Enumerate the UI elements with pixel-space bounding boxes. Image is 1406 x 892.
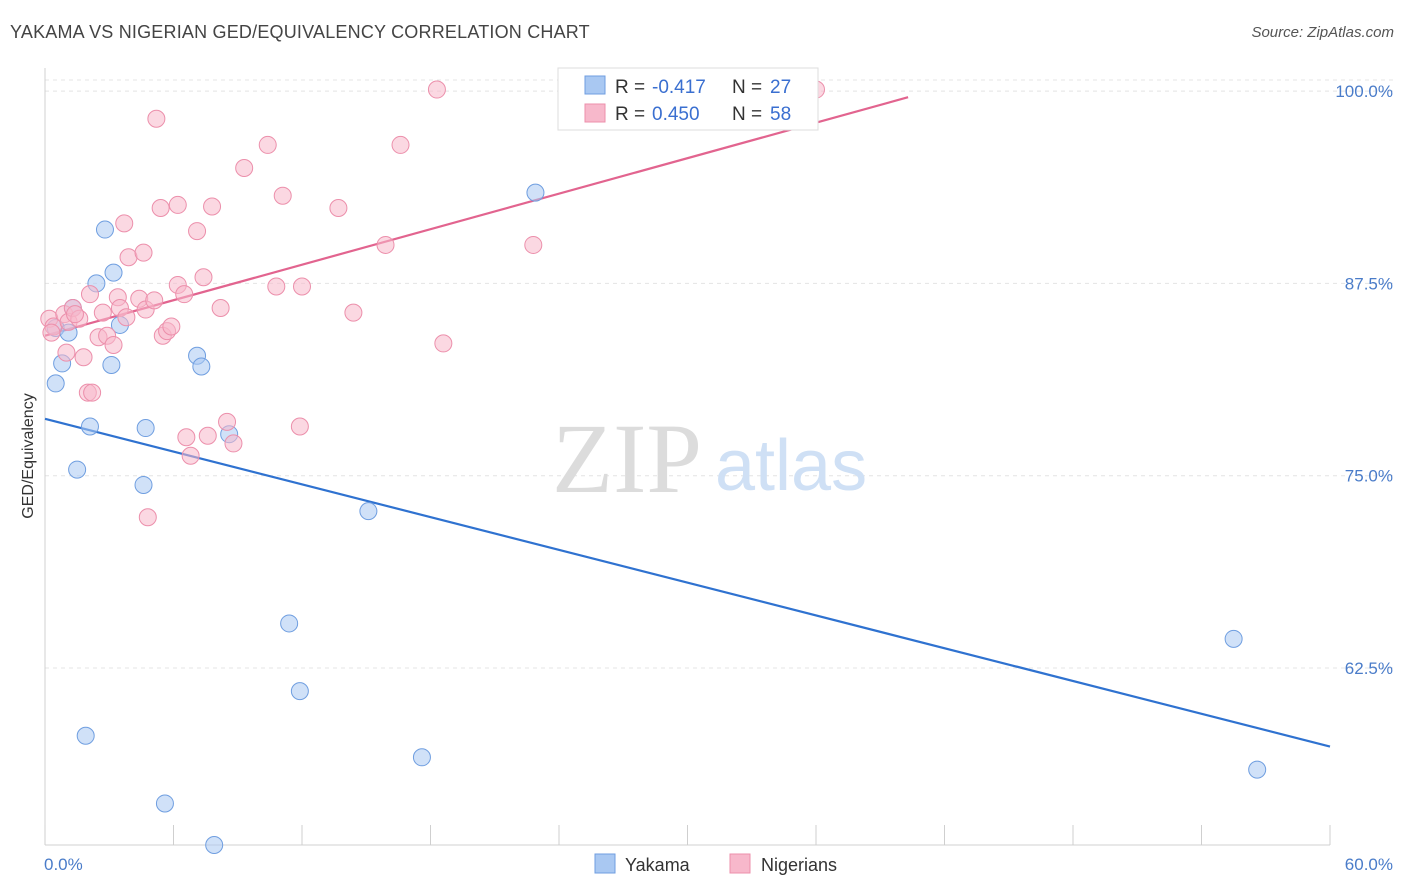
point-nigerians [427,80,446,99]
bottom-legend-label-yakama: Yakama [625,855,691,875]
y-tick-label: 87.5% [1345,274,1393,293]
point-nigerians [267,277,286,296]
point-nigerians [434,334,453,353]
legend-swatch-yakama [584,75,606,95]
point-nigerians [83,383,102,402]
legend-r-value-2: 0.450 [652,104,700,125]
point-nigerians [524,235,543,254]
point-nigerians [147,109,166,128]
point-nigerians [42,323,61,342]
point-nigerians [235,159,254,178]
legend-n-label-2: N = [732,104,762,125]
source-label: Source: ZipAtlas.com [1251,24,1394,41]
point-nigerians [218,412,237,431]
point-nigerians [188,222,207,241]
point-nigerians [224,434,243,453]
point-nigerians [168,195,187,214]
point-yakama [192,357,211,376]
point-yakama [136,419,155,438]
watermark: ZIP atlas [552,403,867,514]
legend-r-label-2: R = [615,104,645,125]
bottom-legend-swatch-nigerians [729,853,751,874]
point-nigerians [162,317,181,336]
point-nigerians [203,197,222,216]
legend-n-value-2: 58 [770,104,791,125]
point-nigerians [198,426,217,445]
point-nigerians [211,299,230,318]
y-tick-labels: 62.5% 75.0% 87.5% 100.0% [1335,82,1393,678]
legend-n-label-1: N = [732,77,762,98]
point-yakama [102,355,121,374]
legend-r-label-1: R = [615,77,645,98]
point-yakama [155,794,174,813]
legend-r-value-1: -0.417 [652,77,706,98]
y-tick-label: 100.0% [1335,82,1393,101]
bottom-legend: Yakama Nigerians [594,853,837,875]
point-yakama [290,682,309,701]
point-nigerians [145,291,164,310]
legend-swatch-nigerians [584,103,606,123]
point-yakama [68,460,87,479]
point-yakama [412,748,431,767]
point-nigerians [376,235,395,254]
point-nigerians [175,285,194,304]
point-yakama [104,263,123,282]
bottom-legend-swatch-yakama [594,853,616,874]
point-yakama [46,374,65,393]
watermark-atlas: atlas [715,426,867,506]
y-axis-label: GED/Equivalency [20,393,37,518]
point-nigerians [104,335,123,354]
point-nigerians [344,303,363,322]
point-nigerians [74,348,93,367]
x-tick-label-min: 0.0% [44,855,83,874]
point-nigerians [258,135,277,154]
trend-line-nigerians [44,96,909,337]
x-ticks [44,825,1331,845]
point-yakama [280,614,299,633]
point-yakama [205,836,224,854]
point-yakama [134,475,153,494]
point-nigerians [177,428,196,447]
point-nigerians [57,343,76,362]
point-nigerians [117,308,136,327]
point-nigerians [134,243,153,262]
point-yakama [1224,629,1243,648]
trend-line-yakama [44,417,1331,748]
point-nigerians [194,268,213,287]
x-tick-label-max: 60.0% [1345,855,1393,874]
point-nigerians [80,285,99,304]
point-yakama [95,220,114,239]
chart-title: YAKAMA VS NIGERIAN GED/EQUIVALENCY CORRE… [10,22,590,42]
bottom-legend-label-nigerians: Nigerians [761,855,837,875]
point-nigerians [329,199,348,218]
y-tick-label: 75.0% [1345,467,1393,486]
point-yakama [80,417,99,436]
point-nigerians [391,135,410,154]
point-nigerians [115,214,134,233]
point-yakama [76,726,95,745]
point-nigerians [293,277,311,296]
y-tick-label: 62.5% [1345,659,1393,678]
point-yakama [359,502,378,521]
point-nigerians [273,186,292,205]
legend-n-value-1: 27 [770,77,791,98]
point-nigerians [138,508,157,527]
legend-box: R = -0.417 N = 27 R = 0.450 N = 58 [557,67,819,131]
point-nigerians [151,199,170,218]
point-nigerians [93,303,112,322]
watermark-zip: ZIP [552,403,702,514]
data-points [40,80,1267,854]
point-nigerians [119,248,138,267]
point-yakama [526,183,545,202]
point-yakama [1248,760,1267,779]
point-nigerians [290,417,309,436]
point-nigerians [65,305,84,324]
point-nigerians [181,446,200,465]
